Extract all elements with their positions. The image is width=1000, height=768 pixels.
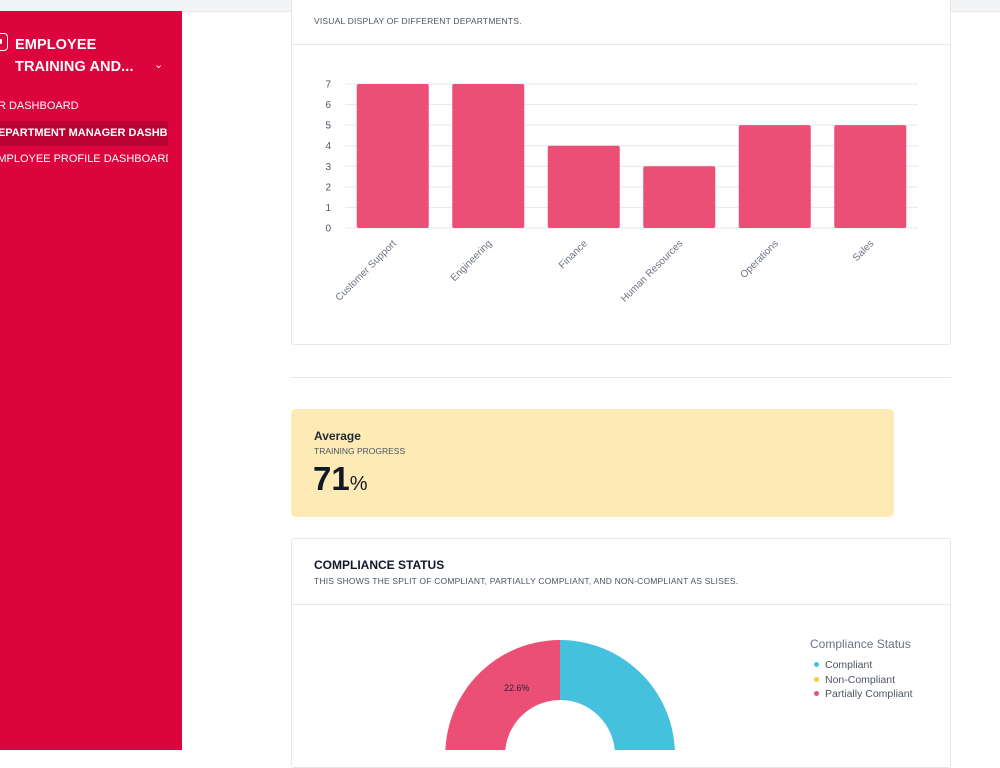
sidebar-item-label: EMPLOYEE PROFILE DASHBOARD [0, 153, 168, 165]
app-title[interactable]: EMPLOYEE TRAINING AND... [15, 34, 134, 78]
y-tick-label: 1 [325, 203, 331, 214]
sidebar-item-employee-profile-dashboard[interactable]: EMPLOYEE PROFILE DASHBOARD [0, 147, 168, 172]
card-divider [292, 44, 950, 45]
y-tick-label: 4 [325, 141, 331, 152]
y-tick-label: 2 [325, 182, 331, 193]
average-number: 71 [313, 460, 350, 497]
app-title-line2: TRAINING AND... [15, 59, 134, 75]
average-subtitle: TRAINING PROGRESS [314, 446, 406, 456]
legend-item-partially-compliant[interactable]: Partially Compliant [814, 688, 913, 700]
bar[interactable] [547, 145, 620, 228]
x-tick-label: Customer Support [334, 238, 399, 303]
card-subtitle: VISUAL DISPLAY OF DIFFERENT DEPARTMENTS. [314, 16, 522, 26]
donut-slice-label: 22.6% [504, 683, 530, 693]
y-tick-label: 6 [325, 100, 331, 111]
legend-label: Partially Compliant [825, 688, 913, 700]
average-training-progress-card: Average TRAINING PROGRESS 71% [291, 409, 894, 517]
legend-label: Compliant [825, 659, 873, 671]
app-title-line1: EMPLOYEE [15, 37, 97, 53]
section-divider [291, 377, 951, 378]
bar[interactable] [356, 84, 429, 228]
sidebar-item-label: DEPARTMENT MANAGER DASHBOARD [0, 127, 168, 139]
department-bar-chart: 0 1 2 3 4 5 6 7 Customer Support Engineering Finan… [325, 80, 918, 305]
donut-slice-partially-compliant[interactable] [445, 640, 560, 750]
average-label: Average [314, 429, 361, 443]
average-unit: % [349, 473, 368, 495]
legend-dot [814, 661, 819, 667]
legend-item-non-compliant[interactable]: Non-Compliant [814, 674, 895, 686]
average-value: 71% [313, 460, 368, 498]
legend-dot [814, 676, 819, 682]
compliance-donut-chart: 22.6% [445, 640, 675, 750]
card-subtitle: THIS SHOWS THE SPLIT OF COMPLIANT, PARTI… [314, 576, 739, 586]
bar[interactable] [738, 125, 811, 228]
legend-dot [814, 690, 819, 696]
bar[interactable] [834, 125, 907, 228]
card-divider [292, 604, 950, 605]
x-tick-label: Operations [739, 238, 781, 280]
legend-item-compliant[interactable]: Compliant [814, 659, 872, 671]
sidebar: EMPLOYEE TRAINING AND... ⌄ HR DASHBOARD … [0, 11, 182, 750]
legend-label: Non-Compliant [825, 674, 896, 686]
x-tick-label: Human Resources [619, 238, 685, 304]
x-tick-label: Sales [851, 238, 876, 263]
y-tick-label: 5 [325, 121, 331, 132]
app-logo-icon [0, 33, 8, 51]
chevron-down-icon[interactable]: ⌄ [154, 59, 164, 71]
y-tick-label: 7 [325, 80, 331, 91]
x-tick-label: Finance [557, 238, 590, 271]
y-tick-label: 3 [325, 162, 331, 173]
sidebar-item-hr-dashboard[interactable]: HR DASHBOARD [0, 94, 168, 119]
legend-title: Compliance Status [810, 637, 911, 651]
donut-slice-compliant[interactable] [560, 640, 675, 750]
bar[interactable] [643, 166, 716, 228]
x-tick-label: Engineering [449, 238, 495, 284]
sidebar-item-department-manager-dashboard[interactable]: DEPARTMENT MANAGER DASHBOARD [0, 121, 168, 146]
card-title: COMPLIANCE STATUS [314, 558, 445, 572]
sidebar-item-label: HR DASHBOARD [0, 100, 79, 112]
y-tick-label: 0 [325, 224, 331, 235]
bar[interactable] [452, 84, 525, 228]
